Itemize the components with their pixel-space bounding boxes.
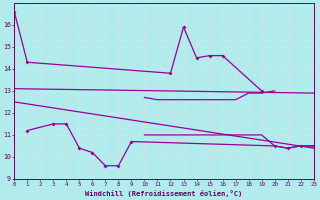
- X-axis label: Windchill (Refroidissement éolien,°C): Windchill (Refroidissement éolien,°C): [85, 190, 243, 197]
